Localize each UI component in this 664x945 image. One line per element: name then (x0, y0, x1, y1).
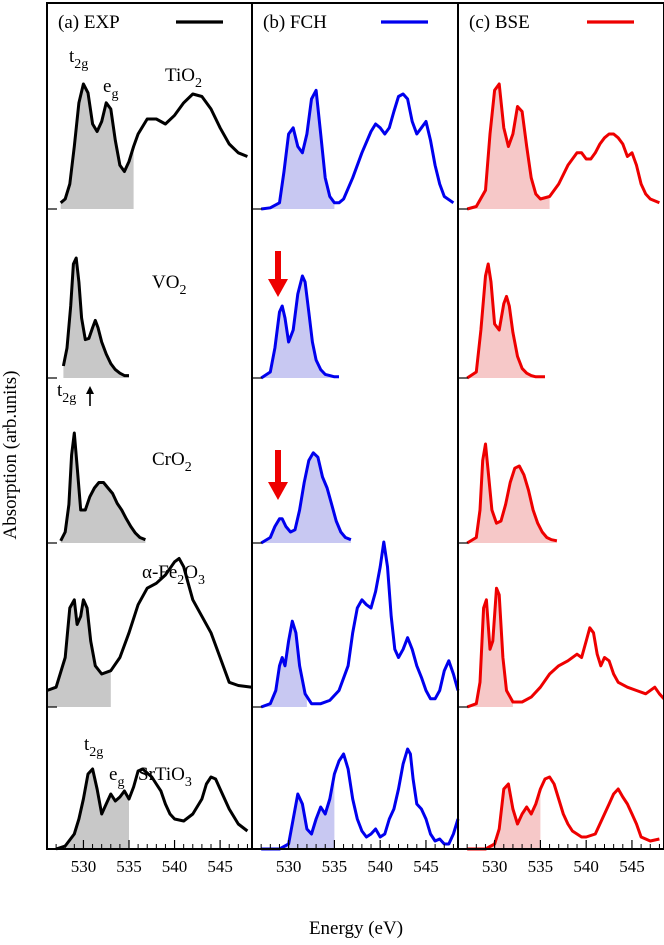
t2g-arrow-icon (86, 386, 94, 406)
fill-fch-row-0 (261, 90, 335, 209)
x-tick-label-exp-530: 530 (71, 857, 97, 876)
material-labels: TiO2 VO2 CrO2 α-Fe2O3 SrTiO3 (138, 65, 205, 790)
x-tick-label-bse-535: 535 (528, 857, 554, 876)
red-arrow-icon-cro2 (268, 450, 288, 500)
x-axis-label: Energy (eV) (309, 918, 403, 939)
x-tick-label-exp-535: 535 (116, 857, 142, 876)
material-label-fe2o3: α-Fe2O3 (142, 562, 205, 588)
x-tick-label-exp-545: 545 (207, 857, 233, 876)
material-label-vo2: VO2 (152, 272, 186, 298)
fill-fch-row-4 (261, 774, 335, 849)
x-tick-label-fch-535: 535 (322, 857, 348, 876)
fill-bse-row-4 (467, 784, 541, 849)
fill-exp-row-4 (56, 769, 129, 849)
curve-fch-α-Fe2O3 (260, 540, 460, 709)
curve-fch-VO2 (260, 274, 339, 380)
red-arrow-icon-vo2 (268, 251, 288, 297)
t2g-label-tio2: t2g (69, 46, 88, 72)
curve-bse-TiO2 (466, 82, 660, 211)
material-label-srtio3: SrTiO3 (138, 764, 192, 790)
curve-fch-CrO2 (260, 451, 352, 545)
panel-bse: 530 535 540 545 (c) BSE (457, 2, 664, 876)
fch-red-arrows (268, 251, 288, 500)
x-tick-label-bse-545: 545 (619, 857, 645, 876)
curve-exp-TiO2 (59, 82, 248, 204)
fill-exp-row-3 (47, 599, 111, 707)
t2g-label-cro2: t2g (57, 380, 76, 406)
curve-exp-SrTiO3 (55, 767, 249, 851)
x-tick-label-fch-530: 530 (276, 857, 302, 876)
curve-fch-SrTiO3 (261, 747, 460, 851)
panel-label-b: (b) FCH (263, 12, 327, 33)
fill-bse-row-3 (467, 588, 513, 707)
panel-label-c: (c) BSE (469, 12, 530, 33)
x-tick-label-bse-540: 540 (573, 857, 599, 876)
curve-exp-CrO2 (59, 431, 146, 542)
fill-exp-row-1 (63, 258, 129, 378)
x-tick-label-exp-540: 540 (162, 857, 188, 876)
panel-frame-bse (457, 2, 664, 850)
material-label-tio2: TiO2 (165, 65, 202, 91)
x-tick-label-bse-530: 530 (482, 857, 508, 876)
curve-bse-CrO2 (466, 442, 558, 545)
fill-fch-row-1 (261, 276, 339, 378)
curve-exp-VO2 (61, 256, 129, 378)
fill-bse-row-1 (467, 264, 545, 378)
t2g-label-srtio3: t2g (84, 734, 103, 760)
curve-bse-SrTiO3 (467, 775, 660, 851)
panel-exp: 530 535 540 545 (a) EXP (46, 2, 253, 876)
material-label-cro2: CrO2 (152, 449, 192, 475)
fill-fch-row-2 (261, 452, 351, 543)
y-axis-label: Absorption (arb.units) (0, 371, 21, 540)
panel-label-a: (a) EXP (58, 12, 120, 33)
eg-label-tio2: eg (103, 76, 118, 102)
x-tick-label-fch-545: 545 (413, 857, 439, 876)
fill-exp-row-0 (60, 84, 134, 209)
curve-bse-VO2 (466, 262, 545, 380)
x-tick-label-fch-540: 540 (367, 857, 393, 876)
eg-label-srtio3: eg (109, 764, 124, 790)
curve-fch-TiO2 (261, 88, 455, 211)
panel-fch: 530 535 540 545 (b) FCH (251, 2, 460, 876)
curve-bse-α-Fe2O3 (466, 586, 664, 709)
curve-exp-α-Fe2O3 (46, 557, 253, 692)
peak-annotations: t2g eg t2g t2g eg (57, 46, 124, 790)
